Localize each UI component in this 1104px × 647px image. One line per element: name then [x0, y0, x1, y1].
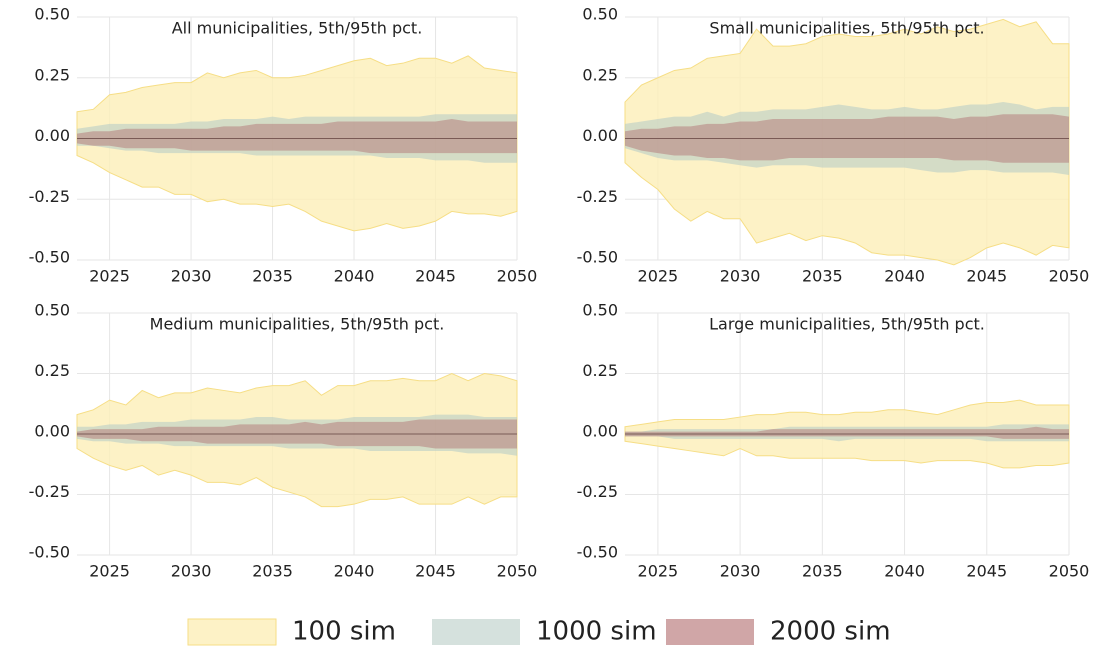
x-tick-label: 2045	[966, 267, 1007, 286]
x-tick-label: 2045	[415, 562, 456, 581]
y-tick-label: 0.50	[34, 5, 70, 24]
panel-title: Small municipalities, 5th/95th pct.	[709, 19, 984, 38]
y-tick-label: 0.00	[34, 126, 70, 145]
x-tick-label: 2025	[638, 562, 679, 581]
x-tick-label: 2035	[252, 562, 293, 581]
x-tick-label: 2040	[334, 562, 375, 581]
legend-swatch	[187, 618, 277, 646]
band	[77, 119, 517, 154]
y-tick-label: 0.50	[582, 5, 618, 24]
x-tick-label: 2025	[89, 267, 130, 286]
y-tick-label: 0.00	[582, 422, 618, 441]
legend-label: 100 sim	[292, 617, 396, 647]
x-tick-label: 2040	[884, 267, 925, 286]
y-tick-label: 0.50	[34, 301, 70, 320]
band	[625, 424, 1069, 442]
x-tick-label: 2045	[415, 267, 456, 286]
x-tick-label: 2040	[334, 267, 375, 286]
panel-title: Large municipalities, 5th/95th pct.	[709, 315, 985, 334]
x-tick-label: 2050	[1049, 562, 1090, 581]
y-tick-label: -0.25	[29, 482, 70, 501]
legend-swatch	[432, 619, 520, 645]
y-tick-label: -0.50	[577, 248, 618, 267]
x-tick-label: 2030	[171, 267, 212, 286]
y-tick-label: 0.25	[34, 65, 70, 84]
y-tick-label: 0.00	[582, 126, 618, 145]
y-tick-label: -0.50	[29, 248, 70, 267]
y-tick-label: 0.00	[34, 422, 70, 441]
x-tick-label: 2050	[1049, 267, 1090, 286]
y-tick-label: 0.25	[34, 361, 70, 380]
legend-swatch	[666, 619, 754, 645]
y-tick-label: -0.25	[577, 482, 618, 501]
x-tick-label: 2035	[802, 562, 843, 581]
x-tick-label: 2040	[884, 562, 925, 581]
y-tick-label: 0.25	[582, 65, 618, 84]
legend-label: 1000 sim	[536, 617, 657, 647]
x-tick-label: 2025	[89, 562, 130, 581]
y-tick-label: -0.50	[577, 543, 618, 562]
x-tick-label: 2030	[720, 562, 761, 581]
x-tick-label: 2025	[638, 267, 679, 286]
x-tick-label: 2045	[966, 562, 1007, 581]
legend-label: 2000 sim	[770, 617, 891, 647]
y-tick-label: 0.50	[582, 301, 618, 320]
band	[77, 414, 517, 456]
y-tick-label: -0.25	[29, 187, 70, 206]
panel-title: Medium municipalities, 5th/95th pct.	[150, 315, 445, 334]
x-tick-label: 2035	[252, 267, 293, 286]
x-tick-label: 2030	[720, 267, 761, 286]
x-tick-label: 2050	[497, 562, 538, 581]
y-tick-label: -0.25	[577, 187, 618, 206]
band	[625, 426, 1069, 439]
x-tick-label: 2050	[497, 267, 538, 286]
x-tick-label: 2030	[171, 562, 212, 581]
y-tick-label: 0.25	[582, 361, 618, 380]
x-tick-label: 2035	[802, 267, 843, 286]
y-tick-label: -0.50	[29, 543, 70, 562]
panel-title: All municipalities, 5th/95th pct.	[172, 19, 423, 38]
